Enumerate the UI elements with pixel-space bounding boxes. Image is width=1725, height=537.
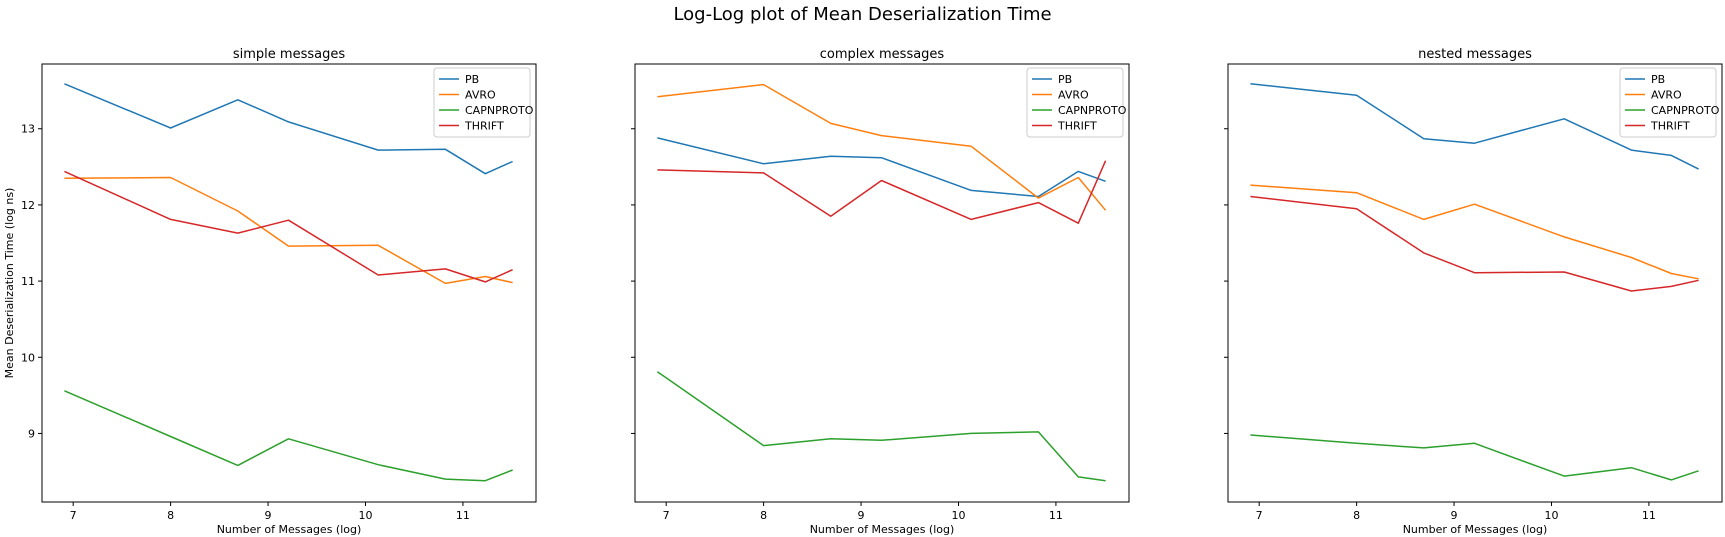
legend-box [1619, 67, 1717, 138]
chart-panel: simple messages 7 8 9 10 11 9 10 11 12 13 Number of… [3, 47, 537, 536]
x-tick-label: 8 [760, 509, 767, 522]
panel-title: simple messages [233, 47, 345, 62]
series-line-capnproto [1250, 434, 1699, 481]
legend-entry: AVRO [1651, 89, 1682, 102]
series-line-pb [64, 83, 513, 175]
y-tick-label: 12 [21, 199, 35, 212]
legend-entry: CAPNPROTO [465, 104, 534, 117]
axes-frame [41, 63, 537, 503]
legend-entry: THRIFT [1650, 120, 1690, 133]
x-tick-label: 8 [167, 509, 174, 522]
x-axis-label: Number of Messages (log) [217, 523, 362, 536]
x-tick-label: 7 [663, 509, 670, 522]
legend-entry: CAPNPROTO [1058, 104, 1127, 117]
series-line-pb [1250, 83, 1699, 170]
series-line-pb [657, 137, 1106, 198]
series-line-avro [657, 83, 1107, 211]
series-line-thrift [64, 170, 513, 283]
legend-entry: PB [1651, 73, 1665, 86]
series-line-capnproto [656, 371, 1106, 482]
y-tick-label: 11 [21, 275, 35, 288]
series-line-capnproto [64, 390, 513, 482]
legend: PB AVRO CAPNPROTO THRIFT [1026, 67, 1127, 138]
axes-frame [1227, 63, 1723, 503]
series-line-avro [64, 176, 513, 285]
series-line-avro [1250, 184, 1699, 280]
series-line-thrift [1250, 195, 1699, 292]
x-tick-label: 11 [456, 509, 470, 522]
x-tick-label: 9 [1451, 509, 1458, 522]
chart-panel: nested messages 7 8 9 10 11 Number of Messages… [1224, 47, 1723, 536]
legend-box [433, 67, 531, 138]
y-tick-label: 9 [28, 427, 35, 440]
x-tick-label: 11 [1642, 509, 1656, 522]
series-line-thrift [657, 160, 1107, 224]
x-tick-label: 10 [951, 509, 965, 522]
legend: PB AVRO CAPNPROTO THRIFT [1619, 67, 1720, 138]
x-tick-label: 7 [70, 509, 77, 522]
legend-entry: PB [465, 73, 479, 86]
legend-entry: THRIFT [464, 120, 504, 133]
x-tick-label: 7 [1256, 509, 1263, 522]
chart-panel: complex messages 7 8 9 10 11 Number of Message… [631, 47, 1130, 536]
x-axis-label: Number of Messages (log) [1403, 523, 1548, 536]
x-tick-label: 11 [1049, 509, 1063, 522]
x-tick-label: 9 [265, 509, 272, 522]
x-tick-label: 10 [358, 509, 372, 522]
y-tick-label: 13 [21, 123, 35, 136]
panel-title: nested messages [1418, 47, 1532, 62]
legend-entry: CAPNPROTO [1651, 104, 1720, 117]
legend: PB AVRO CAPNPROTO THRIFT [433, 67, 534, 138]
x-tick-label: 8 [1353, 509, 1360, 522]
y-tick-label: 10 [21, 351, 35, 364]
x-tick-label: 10 [1544, 509, 1558, 522]
legend-entry: AVRO [1058, 89, 1089, 102]
legend-entry: THRIFT [1057, 120, 1097, 133]
x-axis-label: Number of Messages (log) [810, 523, 955, 536]
figure-title: Log-Log plot of Mean Deserialization Tim… [673, 4, 1052, 25]
legend-entry: PB [1058, 73, 1072, 86]
panel-title: complex messages [820, 47, 945, 62]
y-axis-label: Mean Deserialization Time (log ns) [3, 188, 16, 379]
axes-frame [634, 63, 1130, 503]
legend-box [1026, 67, 1124, 138]
x-tick-label: 9 [858, 509, 865, 522]
legend-entry: AVRO [465, 89, 496, 102]
